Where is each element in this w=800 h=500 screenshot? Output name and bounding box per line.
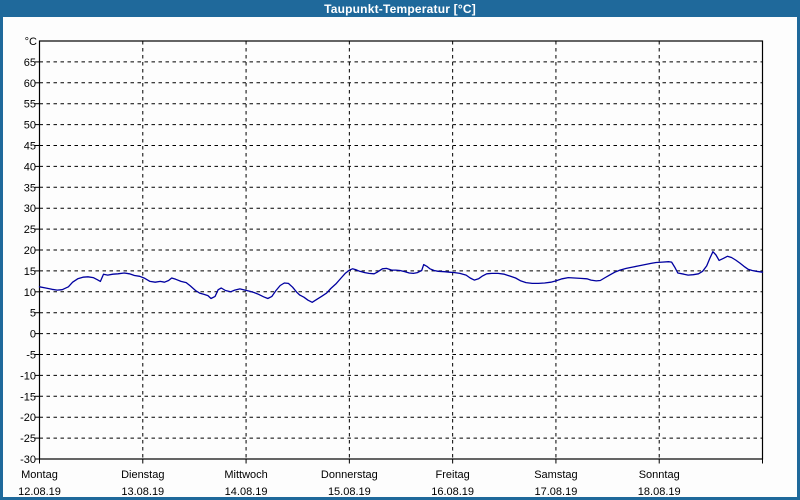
window-border-right: [797, 17, 800, 500]
y-tick-label: 35: [24, 182, 36, 194]
day-date-label: 14.08.19: [225, 486, 268, 498]
y-tick-label: 20: [24, 245, 36, 257]
day-date-label: 15.08.19: [328, 486, 371, 498]
y-tick-label: 0: [30, 329, 36, 341]
day-name-label: Mittwoch: [224, 469, 267, 481]
window-titlebar[interactable]: Taupunkt-Temperatur [°C]: [0, 0, 800, 17]
y-tick-label: -20: [20, 412, 36, 424]
day-name-label: Dienstag: [121, 469, 164, 481]
y-tick-label: -10: [20, 370, 36, 382]
y-tick-label: 30: [24, 203, 36, 215]
day-name-label: Donnerstag: [321, 469, 378, 481]
y-tick-label: 45: [24, 141, 36, 153]
y-tick-label: -25: [20, 433, 36, 445]
y-tick-label: -30: [20, 454, 36, 466]
day-name-label: Sonntag: [639, 469, 680, 481]
y-tick-label: 25: [24, 224, 36, 236]
day-date-label: 13.08.19: [121, 486, 164, 498]
y-tick-label: -15: [20, 391, 36, 403]
y-tick-label: 40: [24, 161, 36, 173]
y-tick-label: 15: [24, 266, 36, 278]
y-tick-label: 50: [24, 120, 36, 132]
day-date-label: 12.08.19: [18, 486, 61, 498]
y-axis-unit-label: °C: [25, 36, 37, 48]
window-border-bottom: [0, 497, 800, 500]
day-date-label: 16.08.19: [431, 486, 474, 498]
y-tick-label: 10: [24, 287, 36, 299]
temperature-line: [38, 251, 764, 303]
day-name-label: Montag: [21, 469, 58, 481]
y-tick-label: -5: [26, 350, 36, 362]
y-tick-label: 55: [24, 99, 36, 111]
window-title: Taupunkt-Temperatur [°C]: [324, 1, 476, 16]
window-border-left: [0, 17, 3, 500]
day-name-label: Freitag: [436, 469, 470, 481]
day-date-label: 18.08.19: [638, 486, 681, 498]
y-tick-label: 65: [24, 57, 36, 69]
y-tick-label: 5: [30, 308, 36, 320]
day-name-label: Samstag: [534, 469, 577, 481]
y-tick-label: 60: [24, 78, 36, 90]
day-date-label: 17.08.19: [535, 486, 578, 498]
